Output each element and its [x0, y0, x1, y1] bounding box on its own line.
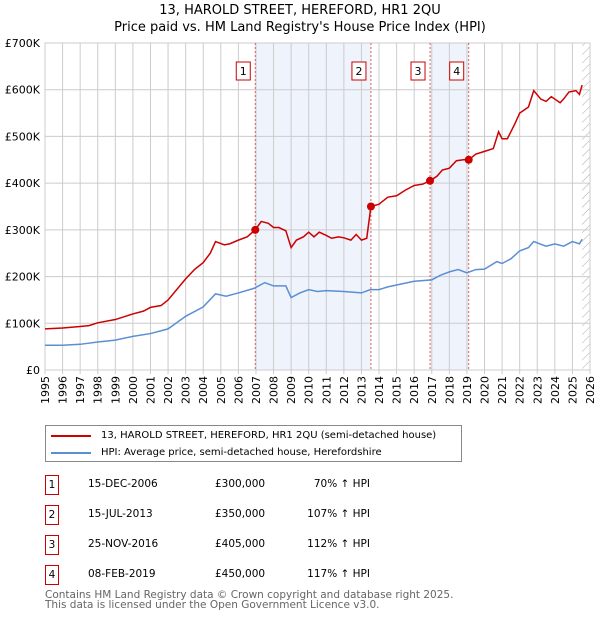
plot-border	[44, 42, 591, 371]
sale-marker-label: 2	[355, 65, 362, 78]
footer-line: Contains HM Land Registry data © Crown c…	[45, 589, 454, 601]
x-tick-label: 2006	[232, 376, 245, 404]
sale-point	[426, 176, 435, 185]
sale-number-badge: 4	[45, 565, 59, 585]
sale-point	[464, 155, 473, 164]
x-tick-label: 2022	[514, 376, 527, 404]
sale-hpi-change: 70% ↑ HPI	[313, 478, 370, 490]
hpi-line	[45, 238, 583, 346]
sale-point	[366, 202, 375, 211]
x-tick-label: 2015	[391, 376, 404, 404]
sale-date: 15-DEC-2006	[88, 478, 158, 490]
sale-number-badge: 1	[45, 475, 59, 495]
x-tick-label: 2016	[408, 376, 421, 404]
x-tick-label: 2003	[180, 376, 193, 404]
sale-row: 2 15-JUL-2013 £350,000 107% ↑ HPI	[45, 505, 465, 525]
x-tick-label: 2007	[250, 376, 263, 404]
chart-title: 13, HAROLD STREET, HEREFORD, HR1 2QU	[159, 3, 441, 18]
x-tick-label: 1996	[57, 376, 70, 404]
x-tick-label: 1995	[39, 376, 52, 404]
legend: 13, HAROLD STREET, HEREFORD, HR1 2QU (se…	[45, 425, 462, 462]
shaded-range	[255, 43, 371, 370]
sale-price: £450,000	[215, 568, 266, 580]
sale-marker-label: 1	[240, 65, 247, 78]
sale-marker-label: 3	[415, 65, 422, 78]
y-tick-label: £200K	[5, 271, 41, 284]
x-tick-label: 2021	[496, 376, 509, 404]
sale-price: £300,000	[215, 478, 266, 490]
legend-swatch	[51, 434, 91, 437]
sale-number-badge: 3	[45, 535, 59, 555]
x-tick-label: 2001	[144, 376, 157, 404]
x-tick-label: 2020	[479, 376, 492, 404]
x-tick-label: 2008	[268, 376, 281, 404]
sale-marker-badge	[410, 61, 426, 81]
sale-marker-label: 4	[453, 65, 460, 78]
x-tick-label: 2025	[566, 376, 579, 404]
sale-number-badge: 2	[45, 505, 59, 525]
footer-line: This data is licensed under the Open Gov…	[45, 599, 380, 611]
sale-row: 4 08-FEB-2019 £450,000 117% ↑ HPI	[45, 565, 465, 585]
y-tick-label: £500K	[5, 130, 41, 143]
sale-hpi-change: 117% ↑ HPI	[307, 568, 370, 580]
y-tick-label: £100K	[5, 317, 41, 330]
y-tick-label: £400K	[5, 177, 41, 190]
sale-marker-badge	[235, 61, 251, 81]
legend-label: HPI: Average price, semi-detached house,…	[101, 447, 382, 458]
plot-area: 1995 1996 1997 1998 1999 2000 2001 2002 2003 2004…	[5, 37, 597, 404]
x-tick-label: 2018	[443, 376, 456, 404]
x-tick-label: 2009	[285, 376, 298, 404]
y-tick-label: £0	[26, 364, 40, 377]
x-tick-label: 2005	[215, 376, 228, 404]
x-tick-label: 1997	[74, 376, 87, 404]
sale-marker-badge	[351, 61, 367, 81]
x-tick-label: 2026	[584, 376, 597, 404]
x-tick-label: 2011	[320, 376, 333, 404]
x-tick-label: 2023	[531, 376, 544, 404]
sale-hpi-change: 107% ↑ HPI	[307, 508, 370, 520]
y-tick-label: £700K	[5, 37, 41, 50]
sale-date: 15-JUL-2013	[88, 508, 153, 520]
sale-price: £405,000	[215, 538, 266, 550]
x-tick-label: 2017	[426, 376, 439, 404]
chart-subtitle: Price paid vs. HM Land Registry's House …	[114, 20, 486, 35]
legend-item-hpi: HPI: Average price, semi-detached house,…	[51, 447, 382, 458]
sale-hpi-change: 112% ↑ HPI	[307, 538, 370, 550]
x-tick-label: 2012	[338, 376, 351, 404]
sale-date: 08-FEB-2019	[88, 568, 156, 580]
x-tick-label: 2000	[127, 376, 140, 404]
forecast-hatch	[582, 43, 590, 370]
sale-marker-badge	[449, 61, 465, 81]
sale-row: 1 15-DEC-2006 £300,000 70% ↑ HPI	[45, 475, 465, 495]
sale-date: 25-NOV-2016	[88, 538, 159, 550]
y-tick-label: £300K	[5, 224, 41, 237]
footer: Contains HM Land Registry data © Crown c…	[45, 589, 454, 611]
x-tick-label: 2014	[373, 376, 386, 404]
sale-point	[251, 225, 260, 234]
x-tick-label: 2004	[197, 376, 210, 404]
y-tick-label: £600K	[5, 84, 41, 97]
sale-row: 3 25-NOV-2016 £405,000 112% ↑ HPI	[45, 535, 465, 555]
legend-label: 13, HAROLD STREET, HEREFORD, HR1 2QU (se…	[101, 430, 437, 441]
x-tick-label: 1999	[109, 376, 122, 404]
x-tick-label: 2010	[303, 376, 316, 404]
x-tick-label: 2013	[355, 376, 368, 404]
x-tick-label: 1998	[92, 376, 105, 404]
property-price-line	[44, 84, 583, 330]
sale-price: £350,000	[215, 508, 266, 520]
legend-item-property: 13, HAROLD STREET, HEREFORD, HR1 2QU (se…	[51, 430, 436, 441]
x-tick-label: 2019	[461, 376, 474, 404]
legend-swatch	[51, 451, 91, 454]
x-tick-label: 2024	[549, 376, 562, 404]
x-tick-label: 2002	[162, 376, 175, 404]
